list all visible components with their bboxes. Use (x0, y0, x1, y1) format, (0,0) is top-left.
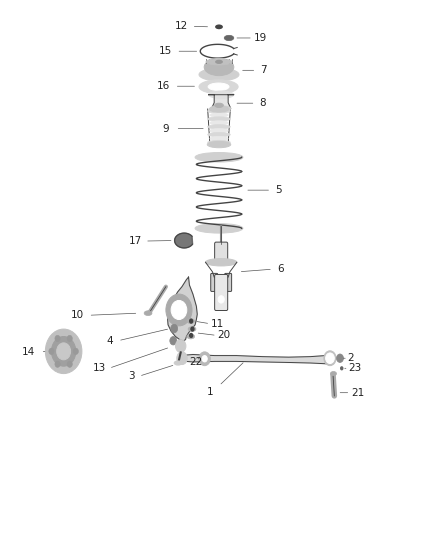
Ellipse shape (208, 140, 230, 144)
Polygon shape (168, 277, 197, 341)
Ellipse shape (187, 319, 194, 324)
Circle shape (176, 340, 186, 352)
Circle shape (340, 366, 343, 370)
FancyBboxPatch shape (211, 273, 218, 292)
Text: 5: 5 (276, 185, 282, 195)
Ellipse shape (324, 351, 336, 366)
Circle shape (171, 301, 187, 319)
Text: 22: 22 (189, 357, 202, 367)
Circle shape (170, 336, 177, 345)
Polygon shape (208, 95, 234, 109)
Ellipse shape (212, 22, 226, 31)
Ellipse shape (208, 125, 230, 129)
Text: 9: 9 (162, 124, 169, 134)
Ellipse shape (187, 334, 194, 339)
Text: 11: 11 (211, 319, 224, 329)
Text: 7: 7 (260, 66, 267, 75)
Ellipse shape (205, 259, 237, 266)
Ellipse shape (199, 80, 238, 94)
FancyBboxPatch shape (225, 273, 232, 292)
Text: 4: 4 (106, 336, 113, 346)
Text: 20: 20 (218, 330, 231, 341)
Text: 15: 15 (159, 46, 173, 56)
Ellipse shape (330, 372, 336, 376)
Ellipse shape (212, 106, 231, 111)
Circle shape (73, 348, 78, 354)
Text: 6: 6 (278, 264, 284, 274)
Circle shape (67, 361, 72, 367)
Polygon shape (180, 354, 332, 364)
Circle shape (51, 336, 76, 366)
Text: 3: 3 (129, 372, 135, 381)
Circle shape (46, 329, 82, 374)
Ellipse shape (208, 133, 230, 137)
Circle shape (189, 333, 193, 338)
Circle shape (177, 352, 187, 365)
Text: 10: 10 (71, 310, 84, 320)
Ellipse shape (195, 223, 243, 233)
Text: 13: 13 (93, 364, 106, 373)
Circle shape (339, 365, 345, 372)
Text: 2: 2 (347, 353, 354, 363)
FancyBboxPatch shape (215, 274, 228, 311)
Circle shape (199, 352, 210, 366)
Ellipse shape (204, 59, 234, 76)
Ellipse shape (215, 25, 223, 29)
Ellipse shape (208, 91, 234, 99)
Ellipse shape (210, 121, 228, 125)
Text: 12: 12 (174, 21, 188, 31)
Ellipse shape (224, 35, 234, 41)
Ellipse shape (174, 361, 182, 365)
Circle shape (218, 296, 224, 303)
Text: 8: 8 (260, 98, 266, 108)
Ellipse shape (207, 141, 231, 148)
Ellipse shape (199, 68, 239, 81)
Circle shape (166, 294, 192, 326)
Ellipse shape (209, 106, 229, 112)
Ellipse shape (208, 83, 229, 91)
Circle shape (336, 354, 343, 362)
Ellipse shape (210, 113, 228, 117)
Ellipse shape (215, 103, 223, 108)
Text: 14: 14 (22, 348, 35, 358)
Circle shape (55, 361, 60, 367)
Text: 23: 23 (348, 364, 361, 373)
Ellipse shape (208, 109, 230, 114)
Circle shape (55, 335, 60, 342)
Circle shape (67, 335, 72, 342)
Circle shape (202, 356, 207, 362)
Circle shape (189, 318, 193, 324)
Ellipse shape (188, 327, 196, 332)
Ellipse shape (208, 117, 230, 121)
Circle shape (57, 343, 71, 360)
Text: 17: 17 (129, 236, 142, 246)
Circle shape (190, 326, 194, 332)
Text: 21: 21 (352, 387, 365, 398)
Ellipse shape (206, 59, 232, 65)
Ellipse shape (144, 311, 152, 316)
Text: 1: 1 (207, 387, 214, 397)
Text: 16: 16 (157, 81, 170, 91)
Ellipse shape (210, 136, 228, 141)
Circle shape (171, 324, 178, 333)
Ellipse shape (210, 128, 228, 133)
Polygon shape (175, 233, 193, 248)
Circle shape (325, 353, 334, 364)
Circle shape (49, 348, 54, 354)
Ellipse shape (215, 60, 223, 64)
Ellipse shape (195, 152, 243, 162)
Text: 19: 19 (254, 33, 267, 43)
FancyBboxPatch shape (215, 242, 228, 263)
